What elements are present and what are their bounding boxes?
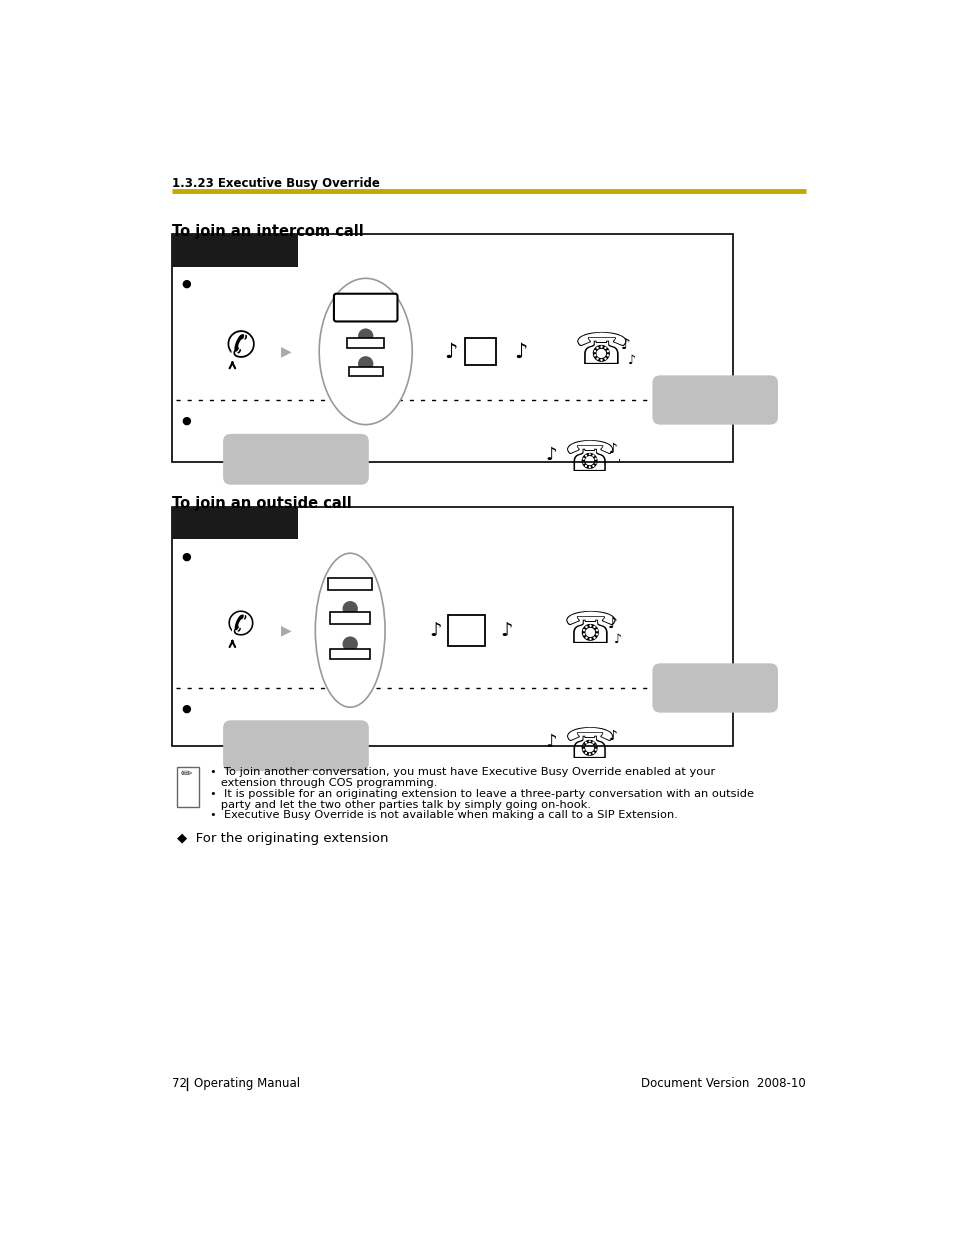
Text: 1.3.23 Executive Busy Override: 1.3.23 Executive Busy Override: [172, 178, 379, 190]
Text: ✏: ✏: [180, 767, 192, 781]
Bar: [348, 367, 382, 377]
Text: ◆  For the originating extension: ◆ For the originating extension: [177, 832, 389, 845]
Ellipse shape: [315, 553, 385, 708]
Circle shape: [343, 601, 356, 615]
FancyBboxPatch shape: [177, 767, 199, 808]
Text: Document Version  2008-10: Document Version 2008-10: [640, 1077, 805, 1091]
Text: extension through COS programming.: extension through COS programming.: [210, 778, 436, 788]
Bar: [172, 235, 732, 462]
FancyBboxPatch shape: [652, 375, 778, 425]
Text: ●: ●: [181, 279, 191, 289]
Bar: [447, 615, 484, 646]
Text: ☏: ☏: [574, 330, 629, 373]
Text: ♪: ♪: [614, 634, 621, 646]
Text: ✆: ✆: [225, 331, 255, 364]
Bar: [172, 235, 297, 267]
Text: ♪: ♪: [545, 732, 557, 751]
Text: ✆: ✆: [226, 610, 253, 643]
Bar: [328, 578, 372, 590]
Bar: [330, 611, 370, 624]
Circle shape: [358, 357, 373, 370]
Text: ☏: ☏: [564, 438, 616, 480]
Text: ♪: ♪: [429, 621, 441, 640]
Text: •  To join another conversation, you must have Executive Busy Override enabled a: • To join another conversation, you must…: [210, 767, 715, 777]
FancyBboxPatch shape: [223, 720, 369, 771]
Bar: [172, 508, 732, 746]
FancyBboxPatch shape: [652, 663, 778, 713]
Text: ●: ●: [181, 704, 191, 714]
Text: ♪: ♪: [444, 342, 457, 362]
Bar: [172, 508, 297, 540]
Text: ♪: ♪: [514, 342, 527, 362]
Bar: [347, 337, 384, 348]
Ellipse shape: [319, 278, 412, 425]
Text: ♪: ♪: [545, 446, 557, 464]
Text: ●: ●: [181, 415, 191, 425]
Text: ☏: ☏: [564, 725, 616, 767]
Circle shape: [358, 330, 373, 343]
Text: ♪: ♪: [609, 442, 618, 456]
Text: ☏: ☏: [562, 609, 618, 652]
Text: ♪: ♪: [609, 729, 618, 742]
Text: 72: 72: [172, 1077, 187, 1091]
Text: ♪: ♪: [500, 621, 513, 640]
Text: •  Executive Busy Override is not available when making a call to a SIP Extensio: • Executive Busy Override is not availab…: [210, 810, 677, 820]
Bar: [464, 337, 496, 366]
FancyBboxPatch shape: [223, 433, 369, 484]
Text: ♪: ♪: [607, 616, 617, 631]
Text: ▶: ▶: [281, 345, 292, 358]
Text: ▶: ▶: [281, 624, 292, 637]
Text: ': ': [618, 458, 620, 468]
FancyBboxPatch shape: [334, 294, 397, 321]
Bar: [330, 648, 370, 659]
Text: To join an outside call: To join an outside call: [172, 496, 352, 511]
Text: ●: ●: [181, 552, 191, 562]
Circle shape: [343, 637, 356, 651]
Text: ♪: ♪: [627, 354, 635, 367]
Text: •  It is possible for an originating extension to leave a three-party conversati: • It is possible for an originating exte…: [210, 789, 753, 799]
Text: party and let the two other parties talk by simply going on-hook.: party and let the two other parties talk…: [210, 799, 590, 810]
Text: ♪: ♪: [619, 338, 630, 353]
Text: Operating Manual: Operating Manual: [193, 1077, 299, 1091]
Text: To join an intercom call: To join an intercom call: [172, 224, 363, 238]
